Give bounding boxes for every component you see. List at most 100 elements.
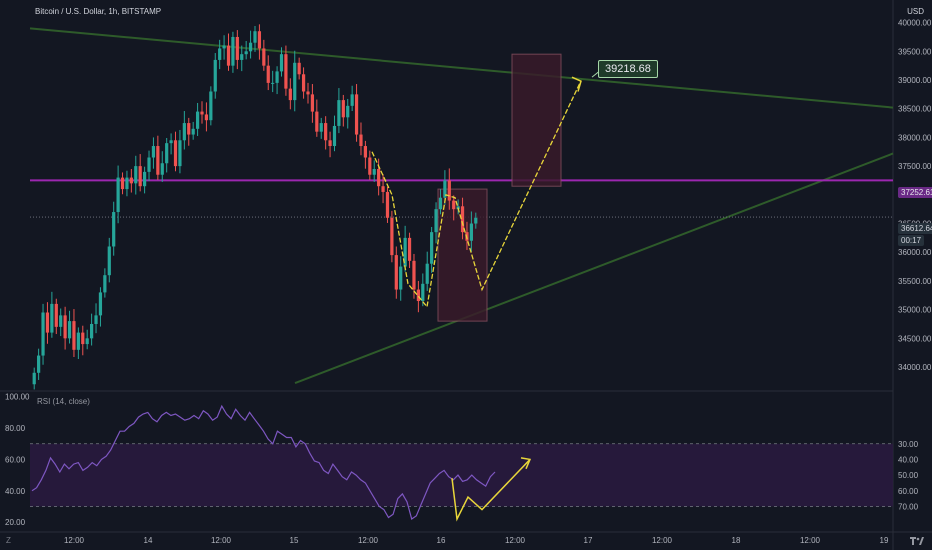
- time-tick-label: 12:00: [800, 536, 821, 545]
- candle-body: [328, 140, 332, 147]
- rsi-right-tick-label: 40.00: [898, 455, 919, 464]
- candle-body: [288, 88, 292, 101]
- candle-body: [129, 177, 133, 184]
- price-tick-label: 38500.00: [898, 105, 932, 114]
- tv-logo-icon[interactable]: [910, 535, 924, 546]
- candle-body: [434, 209, 438, 233]
- candle-body: [41, 312, 45, 356]
- candle-body: [209, 91, 213, 121]
- candle-body: [416, 289, 420, 302]
- candle-body: [107, 246, 111, 276]
- rsi-left-tick-label: 80.00: [5, 424, 26, 433]
- rsi-arrowhead: [520, 457, 532, 470]
- rsi-right-tick-label: 30.00: [898, 440, 919, 449]
- candle-body: [120, 177, 125, 190]
- price-tick-label: 40000.00: [898, 19, 932, 28]
- candle-body: [138, 166, 142, 187]
- candle-body: [319, 123, 323, 132]
- candle-body: [191, 128, 195, 135]
- price-tick-label: 39500.00: [898, 47, 932, 56]
- candle-body: [85, 338, 89, 345]
- rsi-right-tick-label: 60.00: [898, 487, 919, 496]
- candle-body: [394, 255, 398, 290]
- candle-body: [460, 206, 465, 233]
- price-tick-label: 35000.00: [898, 306, 932, 315]
- rsi-title: RSI (14, close): [37, 397, 90, 406]
- candle-body: [306, 91, 310, 95]
- candle-body: [178, 140, 182, 167]
- time-tick-label: 18: [732, 536, 741, 545]
- candle-body: [443, 180, 447, 198]
- candle-body: [67, 321, 72, 339]
- candle-body: [425, 263, 429, 284]
- time-tick-label: 12:00: [64, 536, 85, 545]
- candle-body: [447, 180, 451, 201]
- candle-body: [324, 123, 328, 141]
- target-box: [511, 53, 562, 187]
- candle-body: [182, 123, 186, 141]
- candle-body: [403, 237, 407, 267]
- resistance-price-tag: 37252.61: [898, 187, 932, 198]
- candle-body: [248, 42, 253, 52]
- rsi-arrow: [451, 458, 531, 522]
- candle-body: [257, 31, 262, 49]
- candle-body: [253, 31, 257, 43]
- rsi-left-tick-label: 20.00: [5, 518, 26, 527]
- time-tick-label: 19: [880, 536, 889, 545]
- pattern-box: [437, 188, 488, 322]
- candle-body: [98, 292, 103, 316]
- candle-body: [399, 266, 403, 290]
- price-tick-label: 34000.00: [898, 363, 932, 372]
- candle-body: [438, 197, 443, 210]
- footer-z-icon[interactable]: Z: [6, 536, 11, 545]
- candle-body: [363, 146, 368, 158]
- candle-body: [200, 111, 204, 115]
- candle-body: [32, 372, 36, 385]
- rsi-right-tick-label: 70.00: [898, 502, 919, 511]
- price-tick-label: 34500.00: [898, 334, 932, 343]
- countdown-tag: 00:17: [898, 235, 925, 246]
- candle-body: [45, 312, 50, 333]
- candle-body: [407, 237, 412, 261]
- candle-body: [213, 59, 217, 92]
- candle-body: [293, 62, 297, 101]
- candle-body: [301, 74, 306, 92]
- candle-body: [165, 143, 169, 164]
- candle-body: [279, 54, 284, 72]
- candle-body: [262, 48, 266, 66]
- time-tick-label: 15: [290, 536, 299, 545]
- candle-body: [156, 146, 160, 175]
- candle-body: [315, 111, 319, 132]
- candle-body: [337, 100, 341, 126]
- price-tick-label: 35500.00: [898, 277, 932, 286]
- candle-body: [76, 332, 80, 350]
- time-tick-label: 16: [437, 536, 446, 545]
- price-tick-label: 36000.00: [898, 248, 932, 257]
- price-tick-label: 38000.00: [898, 133, 932, 142]
- candle-body: [412, 260, 416, 290]
- candle-body: [204, 114, 209, 121]
- candle-body: [235, 36, 239, 60]
- lower-trendline: [294, 152, 894, 385]
- chart-title: Bitcoin / U.S. Dollar, 1h, BITSTAMP: [35, 7, 162, 16]
- candle-body: [222, 45, 226, 49]
- candle-body: [81, 332, 85, 345]
- candle-body: [240, 54, 244, 60]
- candle-body: [63, 315, 67, 339]
- candle-body: [187, 123, 191, 135]
- price-tick-label: 39000.00: [898, 76, 932, 85]
- candle-body: [218, 48, 222, 60]
- candle-body: [169, 140, 173, 144]
- candle-body: [341, 100, 345, 118]
- candle-body: [125, 177, 129, 190]
- pattern-arrowhead: [571, 76, 582, 92]
- candle-body: [390, 217, 394, 256]
- price-tick-label: 37500.00: [898, 162, 932, 171]
- currency-label: USD: [907, 7, 924, 16]
- candle-body: [54, 303, 58, 327]
- candle-body: [469, 223, 473, 241]
- candle-body: [72, 321, 76, 350]
- candle-body: [226, 45, 231, 66]
- candle-body: [385, 191, 390, 218]
- current-price-tag: 36612.64: [898, 223, 932, 234]
